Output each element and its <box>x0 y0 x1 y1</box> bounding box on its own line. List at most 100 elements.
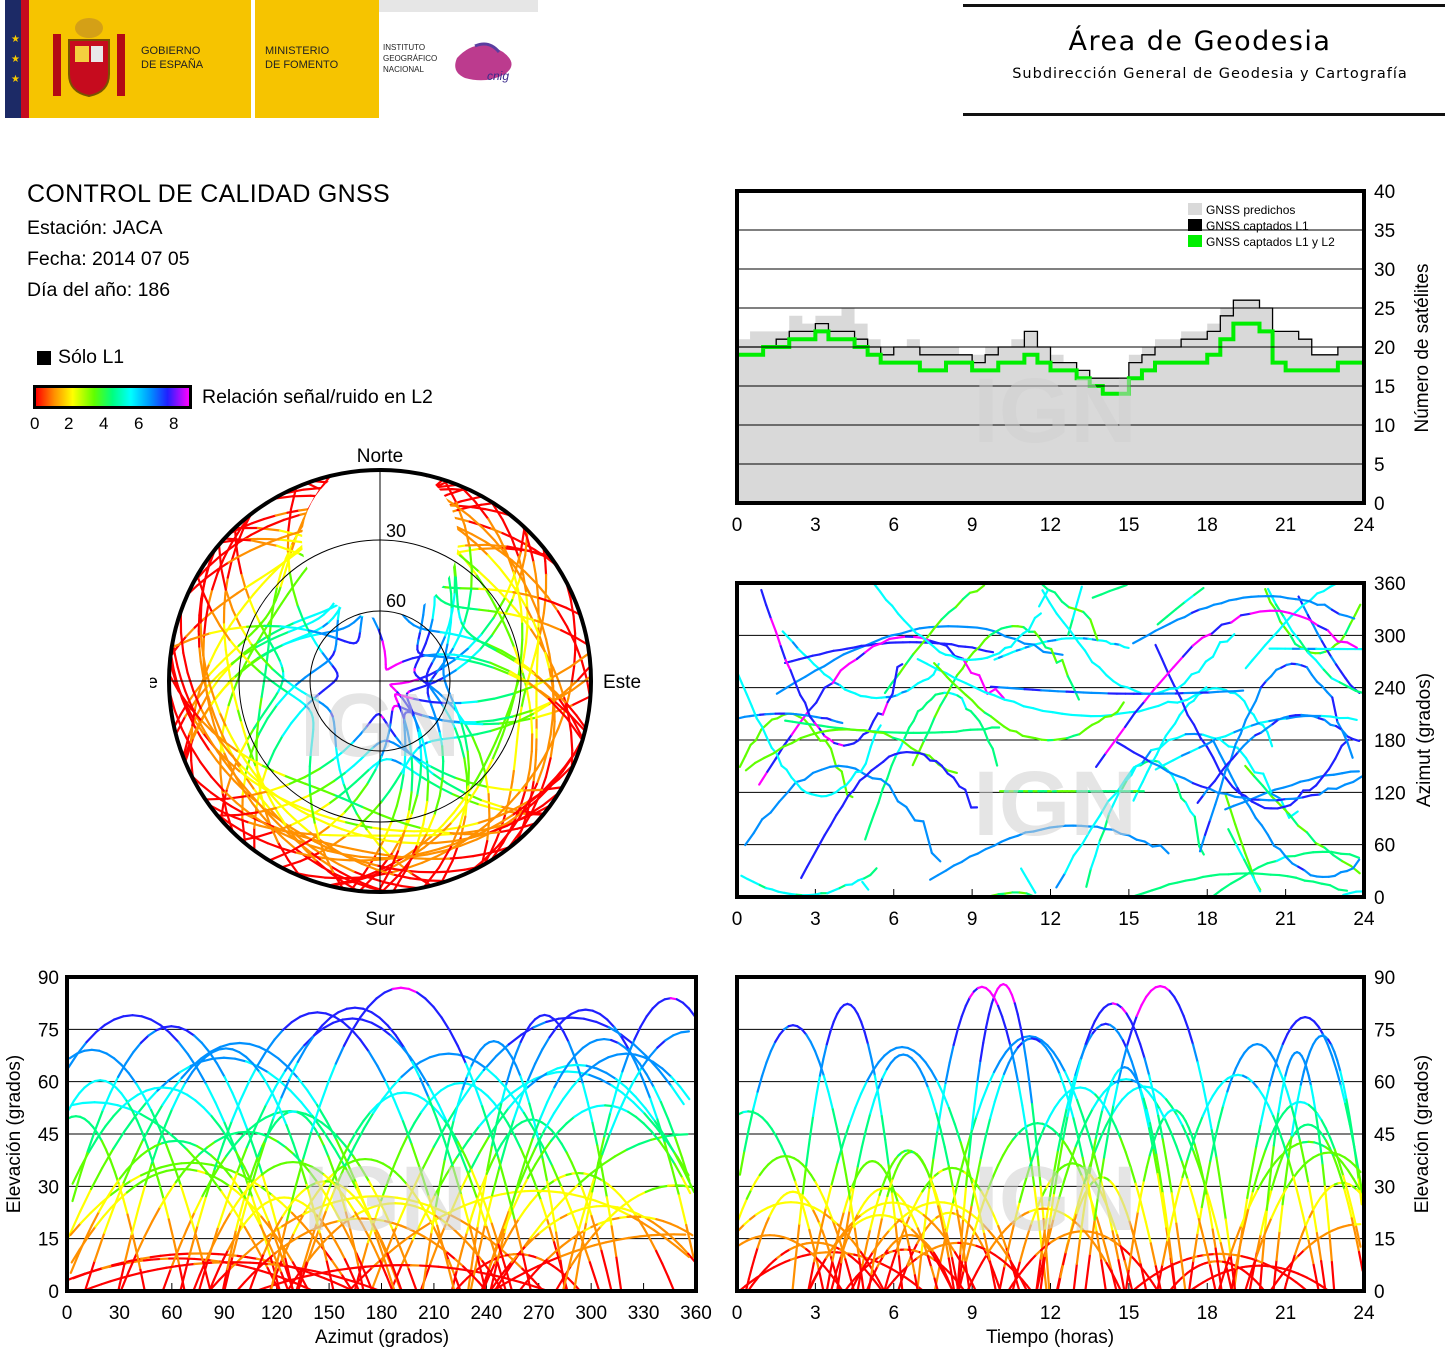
track-segment <box>871 777 883 781</box>
sky-track-segment <box>258 710 267 721</box>
sky-track-segment <box>478 546 503 550</box>
track-segment <box>189 1168 200 1173</box>
track-segment <box>81 1101 96 1105</box>
sky-track-segment <box>224 588 234 611</box>
sky-track-segment <box>239 829 256 839</box>
sky-track-segment <box>270 667 284 680</box>
snr-label: Relación señal/ruido en L2 <box>202 386 433 408</box>
y-tick-label: 45 <box>38 1125 59 1146</box>
sky-track-segment <box>420 642 427 654</box>
track-segment <box>828 764 840 768</box>
sky-track-segment <box>495 826 503 842</box>
sky-track-segment <box>476 729 492 736</box>
track-segment <box>570 1016 585 1020</box>
sky-track-segment <box>482 753 491 768</box>
min-line2: DE FOMENTO <box>265 59 339 71</box>
sky-track-segment <box>459 822 479 829</box>
track-segment <box>913 819 925 823</box>
track-segment <box>1259 609 1272 613</box>
ign-watermark: IGN <box>973 360 1137 462</box>
x-tick-label: 15 <box>1118 909 1139 930</box>
sky-track-segment <box>454 727 462 744</box>
min-line1: MINISTERIO <box>265 45 330 57</box>
sky-track-segment <box>544 560 548 576</box>
sky-track-segment <box>393 734 403 746</box>
track-segment <box>1253 771 1265 775</box>
sky-track-segment <box>286 509 301 514</box>
sky-track-segment <box>223 591 227 610</box>
track-segment <box>1279 595 1289 600</box>
sky-track-segment <box>268 605 274 614</box>
sky-track-segment <box>531 703 549 716</box>
sky-track-segment <box>490 618 504 637</box>
sky-track-segment <box>273 690 280 699</box>
sky-track-segment <box>404 757 411 767</box>
track-segment <box>1339 852 1351 856</box>
x-tick-label: 18 <box>1197 1303 1218 1324</box>
sky-track-segment <box>470 532 487 543</box>
cnig-logo-icon: cnig <box>455 42 512 83</box>
sky-track-segment <box>286 583 296 596</box>
sky-track-segment <box>204 604 210 623</box>
track-segment <box>428 1264 440 1268</box>
sky-track-segment <box>237 557 243 575</box>
track-segment <box>1286 875 1298 879</box>
sky-track-segment <box>252 576 263 584</box>
sky-track-segment <box>385 856 405 869</box>
track-segment <box>418 1264 431 1268</box>
track-segment <box>1332 772 1344 776</box>
track-segment <box>1031 688 1043 692</box>
track-segment <box>1210 873 1221 877</box>
track-segment <box>1337 888 1349 892</box>
sky-track-segment <box>487 579 499 591</box>
y-tick-label: 0 <box>1374 1282 1385 1303</box>
sky-track-segment <box>570 695 591 707</box>
x-tick-label: 3 <box>810 1303 821 1324</box>
sky-track-segment <box>348 873 370 883</box>
y-axis-title: Elevación (grados) <box>4 1055 25 1213</box>
track-segment <box>1294 597 1304 602</box>
sky-track-segment <box>511 559 526 573</box>
sky-track-segment <box>405 861 424 870</box>
sky-track-segment <box>220 566 227 591</box>
sky-track-segment <box>448 868 466 873</box>
track-segment <box>1227 872 1238 876</box>
sky-track-segment <box>336 618 340 631</box>
ign-line2: GEOGRÁFICO <box>383 54 437 63</box>
sky-track-segment <box>390 833 405 856</box>
sky-track-segment <box>241 737 250 751</box>
legend-label: GNSS captados L1 <box>1206 219 1309 233</box>
sky-track-segment <box>219 543 237 557</box>
sky-track-segment <box>251 802 263 817</box>
sky-track-segment <box>443 623 451 639</box>
sky-track-segment <box>210 687 225 705</box>
ign-line3: NACIONAL <box>383 65 424 74</box>
sky-track-segment <box>501 598 514 621</box>
sky-track-segment <box>182 733 191 759</box>
sky-track-segment <box>525 686 531 704</box>
y-tick-label: 15 <box>1374 1230 1395 1251</box>
track-segment <box>159 1253 172 1257</box>
track-segment <box>837 764 849 768</box>
sky-track-segment <box>304 670 315 679</box>
y-tick-label: 15 <box>38 1230 59 1251</box>
sky-track-segment <box>508 633 516 649</box>
sky-track-segment <box>532 560 537 576</box>
sky-track-segment <box>206 695 212 712</box>
sky-track-segment <box>484 771 490 796</box>
sky-track-segment <box>502 621 511 637</box>
sky-track-segment <box>399 774 405 792</box>
sky-track-segment <box>501 518 513 540</box>
sky-track-segment <box>530 780 535 795</box>
sky-track-segment <box>331 749 345 761</box>
legend-label: GNSS captados L1 y L2 <box>1206 235 1335 249</box>
y-axis-title: Azimut (grados) <box>1414 673 1435 807</box>
sky-track-segment <box>243 641 259 654</box>
y-tick-label: 90 <box>38 968 59 989</box>
sky-track-segment <box>269 696 276 706</box>
sky-track-segment <box>370 826 387 831</box>
track-segment <box>336 1267 349 1272</box>
sky-track-segment <box>249 627 258 636</box>
sky-track-segment <box>191 716 205 735</box>
sky-track-segment <box>342 741 355 753</box>
